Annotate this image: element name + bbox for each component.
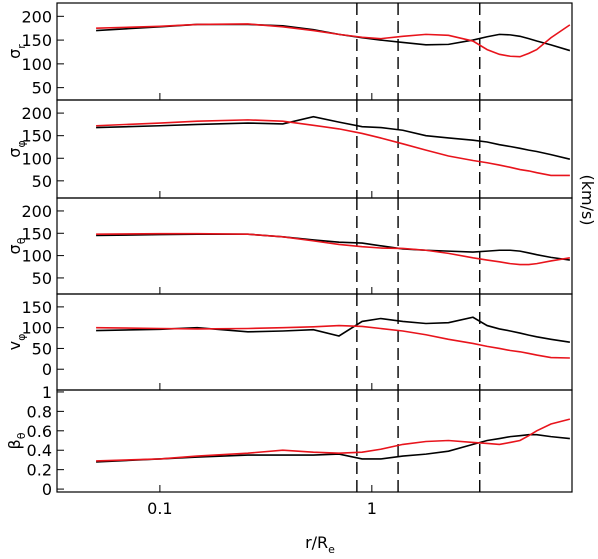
y-tick-label: 150 bbox=[21, 298, 52, 317]
y-tick-label: 0.6 bbox=[27, 422, 52, 441]
y-label-main: σ bbox=[5, 49, 24, 59]
panel-frame bbox=[56, 389, 573, 493]
y-label-main: σ bbox=[5, 244, 24, 254]
y-tick-label: 50 bbox=[32, 79, 52, 98]
y-label-main: β bbox=[5, 439, 24, 449]
y-tick-label: 0 bbox=[42, 360, 52, 379]
y-tick-label: 200 bbox=[21, 7, 52, 26]
data-line bbox=[96, 115, 571, 160]
y-label-sub: φ bbox=[15, 334, 28, 341]
y-label-sub: φ bbox=[15, 140, 28, 147]
data-line bbox=[96, 23, 571, 52]
y-label-sub: r bbox=[15, 44, 28, 49]
y-axis-label: vφ bbox=[5, 334, 28, 351]
data-line bbox=[96, 316, 571, 344]
y-tick-label: 0 bbox=[42, 480, 52, 499]
x-tick-label: 0.1 bbox=[147, 499, 172, 518]
panel-frame bbox=[56, 197, 573, 295]
x-tick-label: 1 bbox=[367, 499, 377, 518]
y-axis-label: σθ bbox=[5, 237, 28, 254]
y-tick-label: 150 bbox=[21, 224, 52, 243]
y-tick-label: 0.8 bbox=[27, 402, 52, 421]
data-line bbox=[96, 23, 571, 58]
data-line bbox=[96, 418, 571, 462]
y-tick-label: 200 bbox=[21, 104, 52, 123]
panel-frame bbox=[56, 99, 573, 199]
y-axis-label: βθ bbox=[5, 432, 28, 449]
y-tick-label: 100 bbox=[21, 55, 52, 74]
panel-frame bbox=[56, 293, 573, 391]
y-tick-label: 50 bbox=[32, 172, 52, 191]
y-tick-label: 50 bbox=[32, 269, 52, 288]
y-label-sub: θ bbox=[15, 432, 28, 439]
y-axis-label: σr bbox=[5, 44, 28, 59]
data-line bbox=[96, 119, 570, 177]
y-tick-label: 200 bbox=[21, 202, 52, 221]
data-line bbox=[96, 324, 570, 359]
y-label-sub: θ bbox=[15, 237, 28, 244]
y-tick-label: 100 bbox=[21, 247, 52, 266]
panel-frame bbox=[56, 2, 573, 101]
y-tick-label: 0.4 bbox=[27, 441, 52, 460]
data-line bbox=[96, 232, 571, 266]
y-label-main: v bbox=[5, 341, 24, 350]
x-label-main: r/R bbox=[305, 533, 328, 552]
x-axis-label: r/Re bbox=[305, 533, 335, 556]
y-label-main: σ bbox=[5, 148, 24, 158]
x-label-sub: e bbox=[328, 543, 335, 556]
y-tick-label: 150 bbox=[21, 31, 52, 50]
y-tick-label: 100 bbox=[21, 319, 52, 338]
y-tick-label: 0.2 bbox=[27, 461, 52, 480]
data-line bbox=[96, 233, 570, 261]
y-axis-label: σφ bbox=[5, 140, 28, 157]
units-label: (km/s) bbox=[578, 174, 597, 225]
y-tick-label: 50 bbox=[32, 339, 52, 358]
y-tick-label: 100 bbox=[21, 149, 52, 168]
data-line bbox=[96, 433, 570, 463]
y-tick-label: 150 bbox=[21, 127, 52, 146]
y-tick-label: 1 bbox=[42, 383, 52, 402]
